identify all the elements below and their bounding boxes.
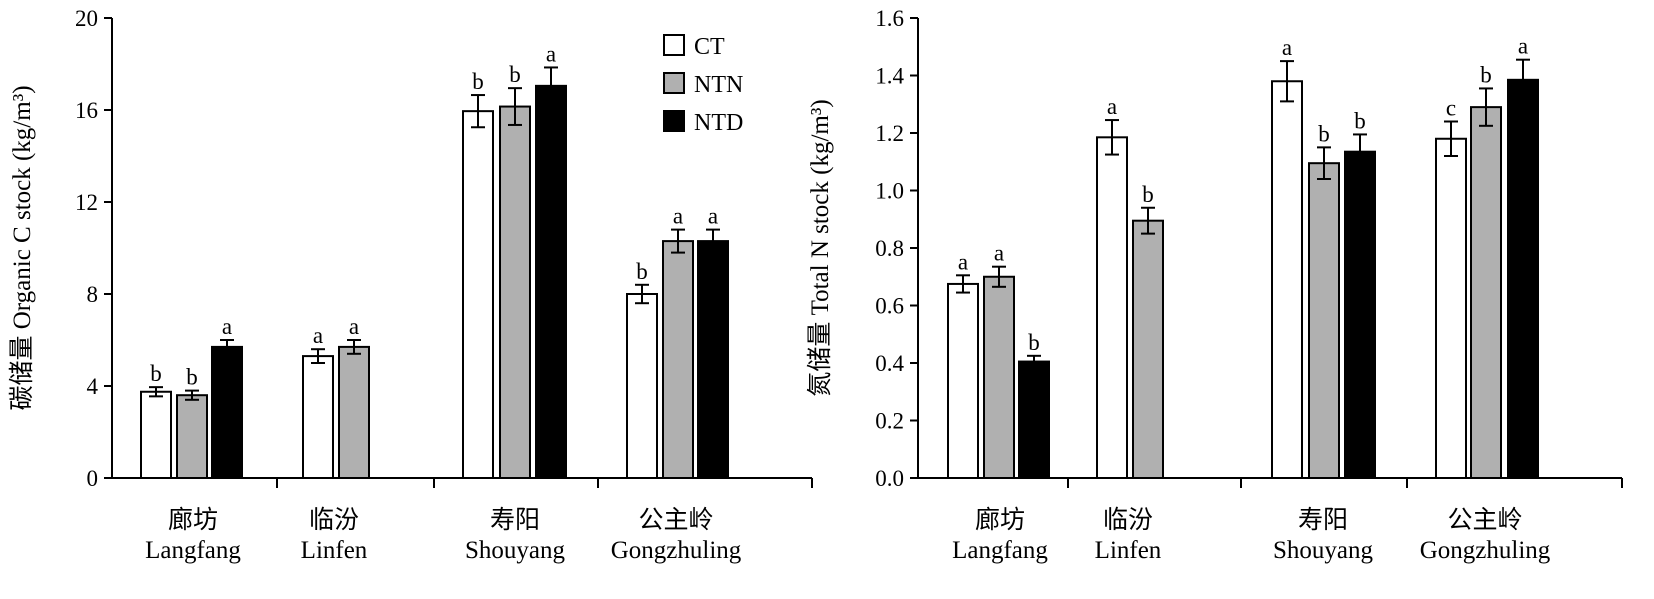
category-label-en: Gongzhuling xyxy=(611,537,742,564)
significance-letter: a xyxy=(994,241,1004,266)
bar-ct xyxy=(947,282,979,479)
y-tick-label: 1.0 xyxy=(875,179,904,204)
significance-letter: a xyxy=(958,249,968,274)
y-tick-label: 0.0 xyxy=(875,466,904,491)
category-label-en: Linfen xyxy=(301,537,368,564)
legend-swatch-ntn xyxy=(663,72,685,94)
bar-ntn xyxy=(1470,106,1502,479)
bar-ntd xyxy=(535,84,567,479)
bar-ntn xyxy=(662,240,694,479)
legend-swatch-ct xyxy=(663,34,685,56)
significance-letter: b xyxy=(1142,182,1154,207)
category-label-en: Shouyang xyxy=(465,537,566,564)
significance-letter: b xyxy=(472,69,484,94)
legend-label: NTN xyxy=(694,72,743,98)
category-label-zh: 寿阳 xyxy=(490,506,540,534)
organic-c-stock-chart: 0 4 8 12 16 20 碳储量 Organic C stock (kg/m³) 廊坊 La… xyxy=(8,6,813,564)
bar-ct xyxy=(1435,137,1467,479)
category-label-en: Gongzhuling xyxy=(1420,537,1551,564)
significance-letter: a xyxy=(1282,35,1292,60)
legend-swatch-ntd xyxy=(663,110,685,132)
category-label-en: Linfen xyxy=(1095,537,1162,564)
y-tick-label: 1.4 xyxy=(875,64,904,89)
y-tick-label: 0.8 xyxy=(875,236,904,261)
category-label-en: Shouyang xyxy=(1273,537,1374,564)
y-tick-label: 1.6 xyxy=(875,6,904,31)
y-tick-label: 1.2 xyxy=(875,121,904,146)
significance-letter: b xyxy=(1354,108,1366,133)
y-tick-label: 4 xyxy=(87,374,99,399)
y-tick-label: 8 xyxy=(87,282,99,307)
bar-ntn xyxy=(983,275,1015,479)
bar-ntd xyxy=(1018,360,1050,479)
significance-letter: a xyxy=(1107,94,1117,119)
category-label-zh: 廊坊 xyxy=(168,506,218,534)
y-axis-label: 氮储量 Total N stock (kg/m³) xyxy=(806,99,834,396)
bar-ntn xyxy=(1132,219,1164,479)
significance-letter: b xyxy=(186,365,198,390)
significance-letter: b xyxy=(1480,62,1492,87)
bar-ntd xyxy=(1507,78,1539,479)
bar-ct xyxy=(626,293,658,479)
bar-ntn xyxy=(176,394,208,480)
category-label-zh: 临汾 xyxy=(309,506,359,534)
y-tick-label: 20 xyxy=(75,6,98,31)
significance-letter: a xyxy=(546,41,556,66)
bar-ntd xyxy=(211,345,243,479)
bar-ntn xyxy=(338,345,370,479)
significance-letter: b xyxy=(150,361,162,386)
significance-letter: a xyxy=(313,323,323,348)
significance-letter: a xyxy=(349,314,359,339)
category-label-zh: 寿阳 xyxy=(1298,506,1348,534)
bar-ntn xyxy=(499,105,531,480)
y-tick-label: 12 xyxy=(75,190,98,215)
category-label-zh: 公主岭 xyxy=(1447,506,1522,534)
bar-ct xyxy=(140,390,172,479)
significance-letter: b xyxy=(636,259,648,284)
bar-ct xyxy=(1096,136,1128,479)
significance-letter: a xyxy=(1518,34,1528,59)
legend-label: CT xyxy=(694,34,725,60)
y-tick-label: 0.2 xyxy=(875,409,904,434)
bar-ct xyxy=(302,355,334,480)
category-label-en: Langfang xyxy=(952,537,1048,564)
category-label-zh: 公主岭 xyxy=(638,506,713,534)
y-axis-label: 碳储量 Organic C stock (kg/m³) xyxy=(8,85,36,410)
category-label-en: Langfang xyxy=(145,537,241,564)
significance-letter: a xyxy=(673,204,683,229)
significance-letter: b xyxy=(509,62,521,87)
y-tick-label: 0.4 xyxy=(875,351,904,376)
y-tick-label: 16 xyxy=(75,98,98,123)
significance-letter: a xyxy=(222,314,232,339)
bar-ntd xyxy=(697,240,729,479)
y-tick-label: 0.6 xyxy=(875,294,904,319)
total-n-stock-chart: 0.0 0.2 0.4 0.6 0.8 1.0 1.2 1.4 1.6 氮储量 Total N s… xyxy=(806,6,1623,564)
significance-letter: a xyxy=(708,204,718,229)
legend-label: NTD xyxy=(694,110,743,136)
category-label-zh: 临汾 xyxy=(1103,506,1153,534)
significance-letter: b xyxy=(1318,121,1330,146)
category-label-zh: 廊坊 xyxy=(975,506,1025,534)
bar-ct xyxy=(462,110,494,480)
significance-letter: b xyxy=(1028,330,1040,355)
significance-letter: c xyxy=(1446,96,1456,121)
bar-ct xyxy=(1271,80,1303,479)
bar-ntd xyxy=(1344,150,1376,479)
y-tick-label: 0 xyxy=(87,466,99,491)
bar-ntn xyxy=(1308,162,1340,479)
